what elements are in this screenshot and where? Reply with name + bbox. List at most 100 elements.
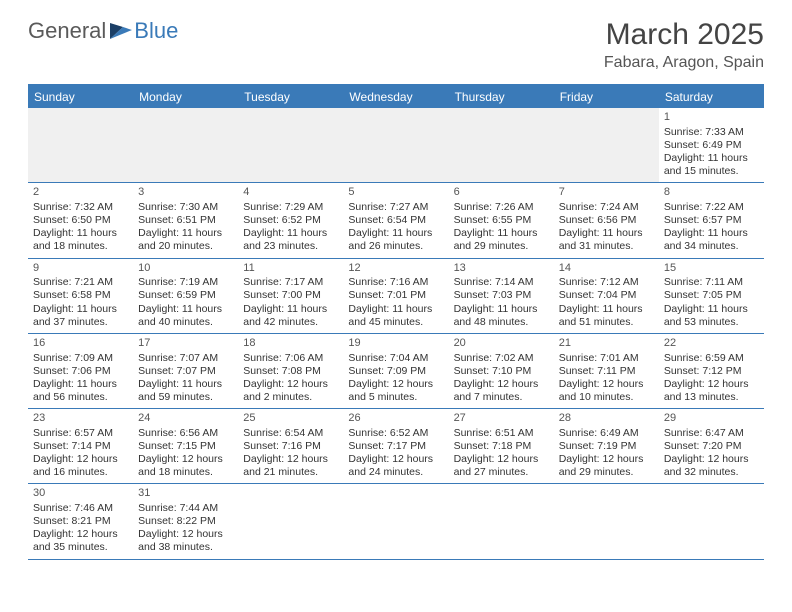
sunset-line: Sunset: 7:03 PM [454,289,549,302]
sunset-line: Sunset: 7:05 PM [664,289,759,302]
dayname-row: Sunday Monday Tuesday Wednesday Thursday… [28,86,764,108]
daylight-line: Daylight: 12 hours and 35 minutes. [33,528,128,554]
sunrise-line: Sunrise: 6:56 AM [138,427,233,440]
sunrise-line: Sunrise: 7:01 AM [559,352,654,365]
sunset-line: Sunset: 7:20 PM [664,440,759,453]
day-cell: 7Sunrise: 7:24 AMSunset: 6:56 PMDaylight… [554,183,659,257]
sunset-line: Sunset: 8:21 PM [33,515,128,528]
day-cell: 21Sunrise: 7:01 AMSunset: 7:11 PMDayligh… [554,334,659,408]
day-number: 2 [33,186,128,200]
sunset-line: Sunset: 7:14 PM [33,440,128,453]
sunset-line: Sunset: 7:01 PM [348,289,443,302]
daylight-line: Daylight: 11 hours and 31 minutes. [559,227,654,253]
dayname-sunday: Sunday [28,86,133,108]
sunrise-line: Sunrise: 6:57 AM [33,427,128,440]
day-number: 13 [454,262,549,276]
day-cell: 10Sunrise: 7:19 AMSunset: 6:59 PMDayligh… [133,259,238,333]
day-number: 31 [138,487,233,501]
daylight-line: Daylight: 12 hours and 21 minutes. [243,453,338,479]
empty-cell [343,108,448,182]
sunrise-line: Sunrise: 7:33 AM [664,126,759,139]
calendar: Sunday Monday Tuesday Wednesday Thursday… [28,84,764,560]
empty-cell [449,108,554,182]
weeks-container: 1Sunrise: 7:33 AMSunset: 6:49 PMDaylight… [28,108,764,560]
logo-text-general: General [28,18,106,44]
empty-cell [659,484,764,558]
sunrise-line: Sunrise: 7:32 AM [33,201,128,214]
sunrise-line: Sunrise: 7:22 AM [664,201,759,214]
daylight-line: Daylight: 11 hours and 51 minutes. [559,303,654,329]
sunset-line: Sunset: 6:49 PM [664,139,759,152]
location-label: Fabara, Aragon, Spain [604,54,764,72]
sunrise-line: Sunrise: 6:49 AM [559,427,654,440]
daylight-line: Daylight: 11 hours and 48 minutes. [454,303,549,329]
empty-cell [238,484,343,558]
day-number: 11 [243,262,338,276]
day-number: 29 [664,412,759,426]
day-number: 28 [559,412,654,426]
week-row: 9Sunrise: 7:21 AMSunset: 6:58 PMDaylight… [28,259,764,334]
sunrise-line: Sunrise: 7:04 AM [348,352,443,365]
daylight-line: Daylight: 11 hours and 29 minutes. [454,227,549,253]
day-number: 24 [138,412,233,426]
sunrise-line: Sunrise: 7:12 AM [559,276,654,289]
sunset-line: Sunset: 6:54 PM [348,214,443,227]
sunset-line: Sunset: 6:57 PM [664,214,759,227]
empty-cell [343,484,448,558]
daylight-line: Daylight: 12 hours and 2 minutes. [243,378,338,404]
day-cell: 15Sunrise: 7:11 AMSunset: 7:05 PMDayligh… [659,259,764,333]
sunrise-line: Sunrise: 7:09 AM [33,352,128,365]
sunset-line: Sunset: 8:22 PM [138,515,233,528]
day-cell: 4Sunrise: 7:29 AMSunset: 6:52 PMDaylight… [238,183,343,257]
day-cell: 5Sunrise: 7:27 AMSunset: 6:54 PMDaylight… [343,183,448,257]
day-number: 10 [138,262,233,276]
day-number: 9 [33,262,128,276]
daylight-line: Daylight: 12 hours and 10 minutes. [559,378,654,404]
day-cell: 28Sunrise: 6:49 AMSunset: 7:19 PMDayligh… [554,409,659,483]
day-number: 18 [243,337,338,351]
sunset-line: Sunset: 7:18 PM [454,440,549,453]
daylight-line: Daylight: 11 hours and 34 minutes. [664,227,759,253]
daylight-line: Daylight: 12 hours and 29 minutes. [559,453,654,479]
day-cell: 9Sunrise: 7:21 AMSunset: 6:58 PMDaylight… [28,259,133,333]
week-row: 1Sunrise: 7:33 AMSunset: 6:49 PMDaylight… [28,108,764,183]
day-number: 15 [664,262,759,276]
daylight-line: Daylight: 11 hours and 42 minutes. [243,303,338,329]
sunrise-line: Sunrise: 6:52 AM [348,427,443,440]
sunset-line: Sunset: 6:55 PM [454,214,549,227]
sunrise-line: Sunrise: 7:44 AM [138,502,233,515]
sunset-line: Sunset: 7:06 PM [33,365,128,378]
sunrise-line: Sunrise: 7:27 AM [348,201,443,214]
empty-cell [133,108,238,182]
logo: General Blue [28,18,178,44]
day-cell: 8Sunrise: 7:22 AMSunset: 6:57 PMDaylight… [659,183,764,257]
sunset-line: Sunset: 7:09 PM [348,365,443,378]
sunrise-line: Sunrise: 7:17 AM [243,276,338,289]
day-cell: 6Sunrise: 7:26 AMSunset: 6:55 PMDaylight… [449,183,554,257]
day-number: 3 [138,186,233,200]
day-cell: 20Sunrise: 7:02 AMSunset: 7:10 PMDayligh… [449,334,554,408]
empty-cell [449,484,554,558]
day-number: 5 [348,186,443,200]
sunrise-line: Sunrise: 7:30 AM [138,201,233,214]
daylight-line: Daylight: 11 hours and 56 minutes. [33,378,128,404]
week-row: 23Sunrise: 6:57 AMSunset: 7:14 PMDayligh… [28,409,764,484]
dayname-wednesday: Wednesday [343,86,448,108]
daylight-line: Daylight: 11 hours and 23 minutes. [243,227,338,253]
sunrise-line: Sunrise: 6:47 AM [664,427,759,440]
day-cell: 14Sunrise: 7:12 AMSunset: 7:04 PMDayligh… [554,259,659,333]
sunrise-line: Sunrise: 7:26 AM [454,201,549,214]
sunrise-line: Sunrise: 7:06 AM [243,352,338,365]
daylight-line: Daylight: 12 hours and 38 minutes. [138,528,233,554]
sunset-line: Sunset: 7:17 PM [348,440,443,453]
sunrise-line: Sunrise: 7:14 AM [454,276,549,289]
sunrise-line: Sunrise: 6:59 AM [664,352,759,365]
daylight-line: Daylight: 12 hours and 16 minutes. [33,453,128,479]
sunset-line: Sunset: 6:50 PM [33,214,128,227]
week-row: 2Sunrise: 7:32 AMSunset: 6:50 PM Daylight… [28,183,764,258]
empty-cell [238,108,343,182]
day-cell: 1Sunrise: 7:33 AMSunset: 6:49 PMDaylight… [659,108,764,182]
daylight-line: Daylight: 12 hours and 5 minutes. [348,378,443,404]
sunset-line: Sunset: 6:58 PM [33,289,128,302]
sunset-line: Sunset: 7:19 PM [559,440,654,453]
